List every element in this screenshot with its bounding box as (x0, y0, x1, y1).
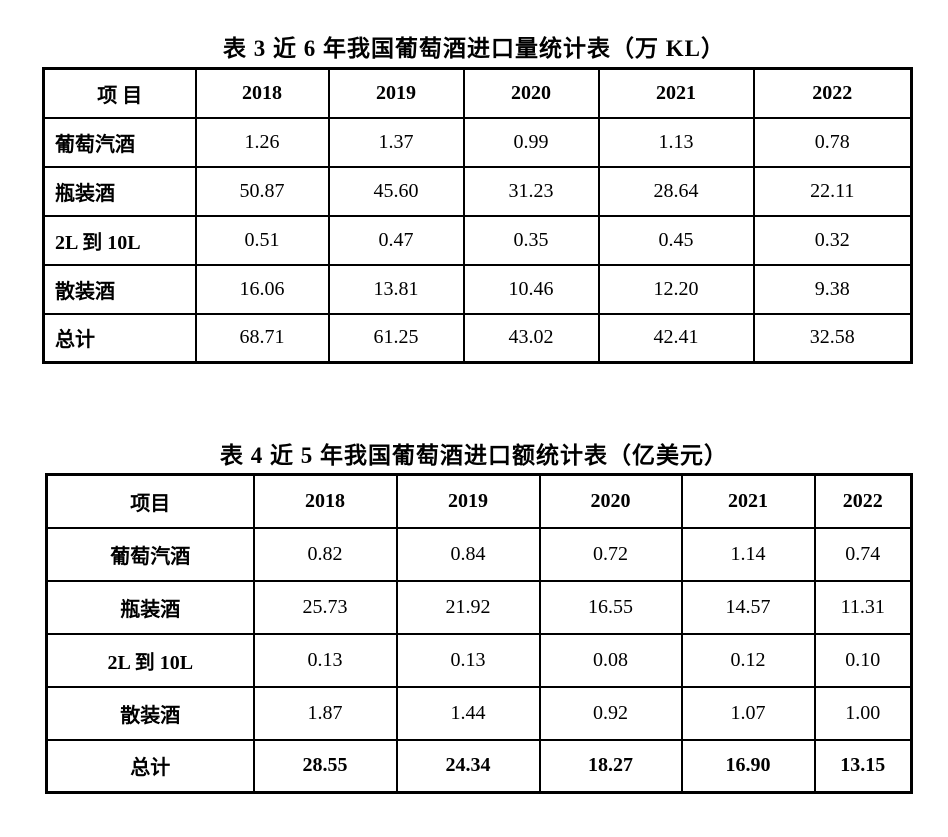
value-cell: 21.92 (395, 579, 541, 635)
value-cell: 0.72 (538, 526, 683, 582)
table-row: 葡萄汽酒 1.26 1.37 0.99 1.13 0.78 (42, 116, 913, 168)
table4-title: 表 4 近 5 年我国葡萄酒进口额统计表（亿美元） (220, 443, 728, 468)
row-label-cell: 瓶装酒 (42, 165, 197, 217)
value-cell: 0.13 (252, 632, 398, 688)
value-cell: 28.64 (597, 165, 755, 217)
value-cell: 45.60 (327, 165, 465, 217)
table4-header-2020: 2020 (538, 473, 683, 529)
value-cell: 11.31 (813, 579, 913, 635)
table3-header-2019: 2019 (327, 67, 465, 119)
table3-header-row: 项 目 2018 2019 2020 2021 2022 (42, 67, 913, 119)
table4-header-2021: 2021 (680, 473, 816, 529)
value-cell: 24.34 (395, 738, 541, 794)
value-cell: 25.73 (252, 579, 398, 635)
value-cell: 31.23 (462, 165, 600, 217)
table3-header-2018: 2018 (194, 67, 330, 119)
value-cell: 10.46 (462, 263, 600, 315)
table-row-total: 总计 28.55 24.34 18.27 16.90 13.15 (45, 738, 913, 794)
table-row-total: 总计 68.71 61.25 43.02 42.41 32.58 (42, 312, 913, 364)
row-label-cell: 葡萄汽酒 (42, 116, 197, 168)
value-cell: 0.35 (462, 214, 600, 266)
value-cell: 16.55 (538, 579, 683, 635)
table-row: 瓶装酒 50.87 45.60 31.23 28.64 22.11 (42, 165, 913, 217)
value-cell: 1.26 (194, 116, 330, 168)
row-label-cell: 总计 (42, 312, 197, 364)
row-label-cell: 葡萄汽酒 (45, 526, 255, 582)
value-cell: 0.08 (538, 632, 683, 688)
table3-title: 表 3 近 6 年我国葡萄酒进口量统计表（万 KL） (223, 36, 725, 61)
value-cell: 18.27 (538, 738, 683, 794)
value-cell: 9.38 (752, 263, 913, 315)
value-cell: 68.71 (194, 312, 330, 364)
value-cell: 16.90 (680, 738, 816, 794)
table-row: 2L 到 10L 0.51 0.47 0.35 0.45 0.32 (42, 214, 913, 266)
row-label-cell: 总计 (45, 738, 255, 794)
table3-header-item: 项 目 (42, 67, 197, 119)
value-cell: 1.13 (597, 116, 755, 168)
value-cell: 42.41 (597, 312, 755, 364)
table-row: 葡萄汽酒 0.82 0.84 0.72 1.14 0.74 (45, 526, 913, 582)
table4-header-2019: 2019 (395, 473, 541, 529)
value-cell: 28.55 (252, 738, 398, 794)
value-cell: 13.81 (327, 263, 465, 315)
value-cell: 0.32 (752, 214, 913, 266)
value-cell: 1.44 (395, 685, 541, 741)
table4-header-item: 项目 (45, 473, 255, 529)
table3: 项 目 2018 2019 2020 2021 2022 葡萄汽酒 1.26 1… (42, 67, 913, 364)
value-cell: 0.51 (194, 214, 330, 266)
value-cell: 0.92 (538, 685, 683, 741)
table-row: 2L 到 10L 0.13 0.13 0.08 0.12 0.10 (45, 632, 913, 688)
value-cell: 43.02 (462, 312, 600, 364)
value-cell: 22.11 (752, 165, 913, 217)
row-label-cell: 2L 到 10L (45, 632, 255, 688)
value-cell: 1.37 (327, 116, 465, 168)
value-cell: 50.87 (194, 165, 330, 217)
table4-header-2018: 2018 (252, 473, 398, 529)
value-cell: 0.47 (327, 214, 465, 266)
value-cell: 1.14 (680, 526, 816, 582)
table4: 项目 2018 2019 2020 2021 2022 葡萄汽酒 0.82 0.… (45, 473, 913, 794)
value-cell: 14.57 (680, 579, 816, 635)
table3-header-2021: 2021 (597, 67, 755, 119)
value-cell: 0.78 (752, 116, 913, 168)
table3-header-2020: 2020 (462, 67, 600, 119)
table3-header-2022: 2022 (752, 67, 913, 119)
table-row: 散装酒 1.87 1.44 0.92 1.07 1.00 (45, 685, 913, 741)
value-cell: 0.99 (462, 116, 600, 168)
row-label-cell: 瓶装酒 (45, 579, 255, 635)
row-label-cell: 散装酒 (42, 263, 197, 315)
value-cell: 0.82 (252, 526, 398, 582)
value-cell: 1.87 (252, 685, 398, 741)
value-cell: 61.25 (327, 312, 465, 364)
table-row: 瓶装酒 25.73 21.92 16.55 14.57 11.31 (45, 579, 913, 635)
row-label-cell: 散装酒 (45, 685, 255, 741)
value-cell: 13.15 (813, 738, 913, 794)
value-cell: 1.07 (680, 685, 816, 741)
row-label-cell: 2L 到 10L (42, 214, 197, 266)
table-row: 散装酒 16.06 13.81 10.46 12.20 9.38 (42, 263, 913, 315)
value-cell: 0.84 (395, 526, 541, 582)
table4-header-2022: 2022 (813, 473, 913, 529)
value-cell: 0.45 (597, 214, 755, 266)
value-cell: 0.10 (813, 632, 913, 688)
value-cell: 32.58 (752, 312, 913, 364)
value-cell: 12.20 (597, 263, 755, 315)
table4-header-row: 项目 2018 2019 2020 2021 2022 (45, 473, 913, 529)
value-cell: 16.06 (194, 263, 330, 315)
value-cell: 1.00 (813, 685, 913, 741)
value-cell: 0.13 (395, 632, 541, 688)
value-cell: 0.12 (680, 632, 816, 688)
value-cell: 0.74 (813, 526, 913, 582)
